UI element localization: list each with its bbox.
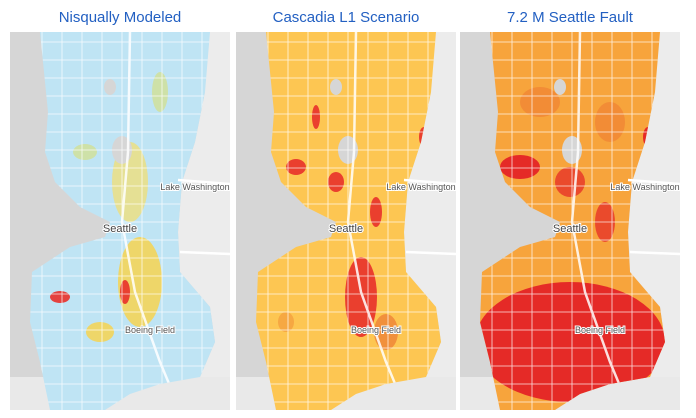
green-lake [554,79,566,95]
map: Lake Washington Seattle Boeing Field [460,32,680,410]
bridge [179,250,230,256]
hazard-zone [555,167,585,197]
bridge [403,178,456,186]
highway [570,32,632,410]
green-lake [330,79,342,95]
airport-label: Boeing Field [575,325,625,335]
green-lake [104,79,116,95]
outer-land [331,32,456,410]
bridge [177,178,230,186]
hazard-zone [312,105,320,129]
airport-label: Boeing Field [125,325,175,335]
hazard-zone [328,172,344,192]
hazard-zones [30,32,215,410]
highway [346,32,408,410]
hazard-zone [86,322,114,342]
highway [120,32,182,410]
map-panel: Lake Washington Seattle Boeing Field [10,32,230,410]
city-label: Seattle [329,223,363,235]
roads [30,32,215,410]
airport-label: Boeing Field [351,325,401,335]
city-label: Seattle [103,223,137,235]
city-label: Seattle [553,223,587,235]
panel-title: 7.2 M Seattle Fault [507,9,634,26]
hazard-zone [286,159,306,175]
panel-title: Cascadia L1 Scenario [273,9,420,26]
hazard-zone [278,312,294,332]
hazard-zone [152,72,168,112]
hazard-zone [50,291,70,303]
hazard-zone [500,155,540,179]
hazard-zone [73,144,97,160]
bridge [629,250,680,256]
lake-label: Lake Washington [610,182,679,192]
hazard-zone [370,197,382,227]
hazard-zone [595,102,625,142]
map: Lake Washington Seattle Boeing Field [10,32,230,410]
panel-title: Nisqually Modeled [59,9,182,26]
outer-land [555,32,680,410]
hazard-zone [120,280,130,304]
outer-land [105,32,230,410]
map-panel: Lake Washington Seattle Boeing Field [236,32,456,410]
map-panel: Lake Washington Seattle Boeing Field [460,32,680,410]
lake-label: Lake Washington [160,182,229,192]
map: Lake Washington Seattle Boeing Field [236,32,456,410]
hazard-zone [520,87,560,117]
hazard-zone [374,314,398,350]
lake-label: Lake Washington [386,182,455,192]
bridge [405,250,456,256]
bridge [627,178,680,186]
